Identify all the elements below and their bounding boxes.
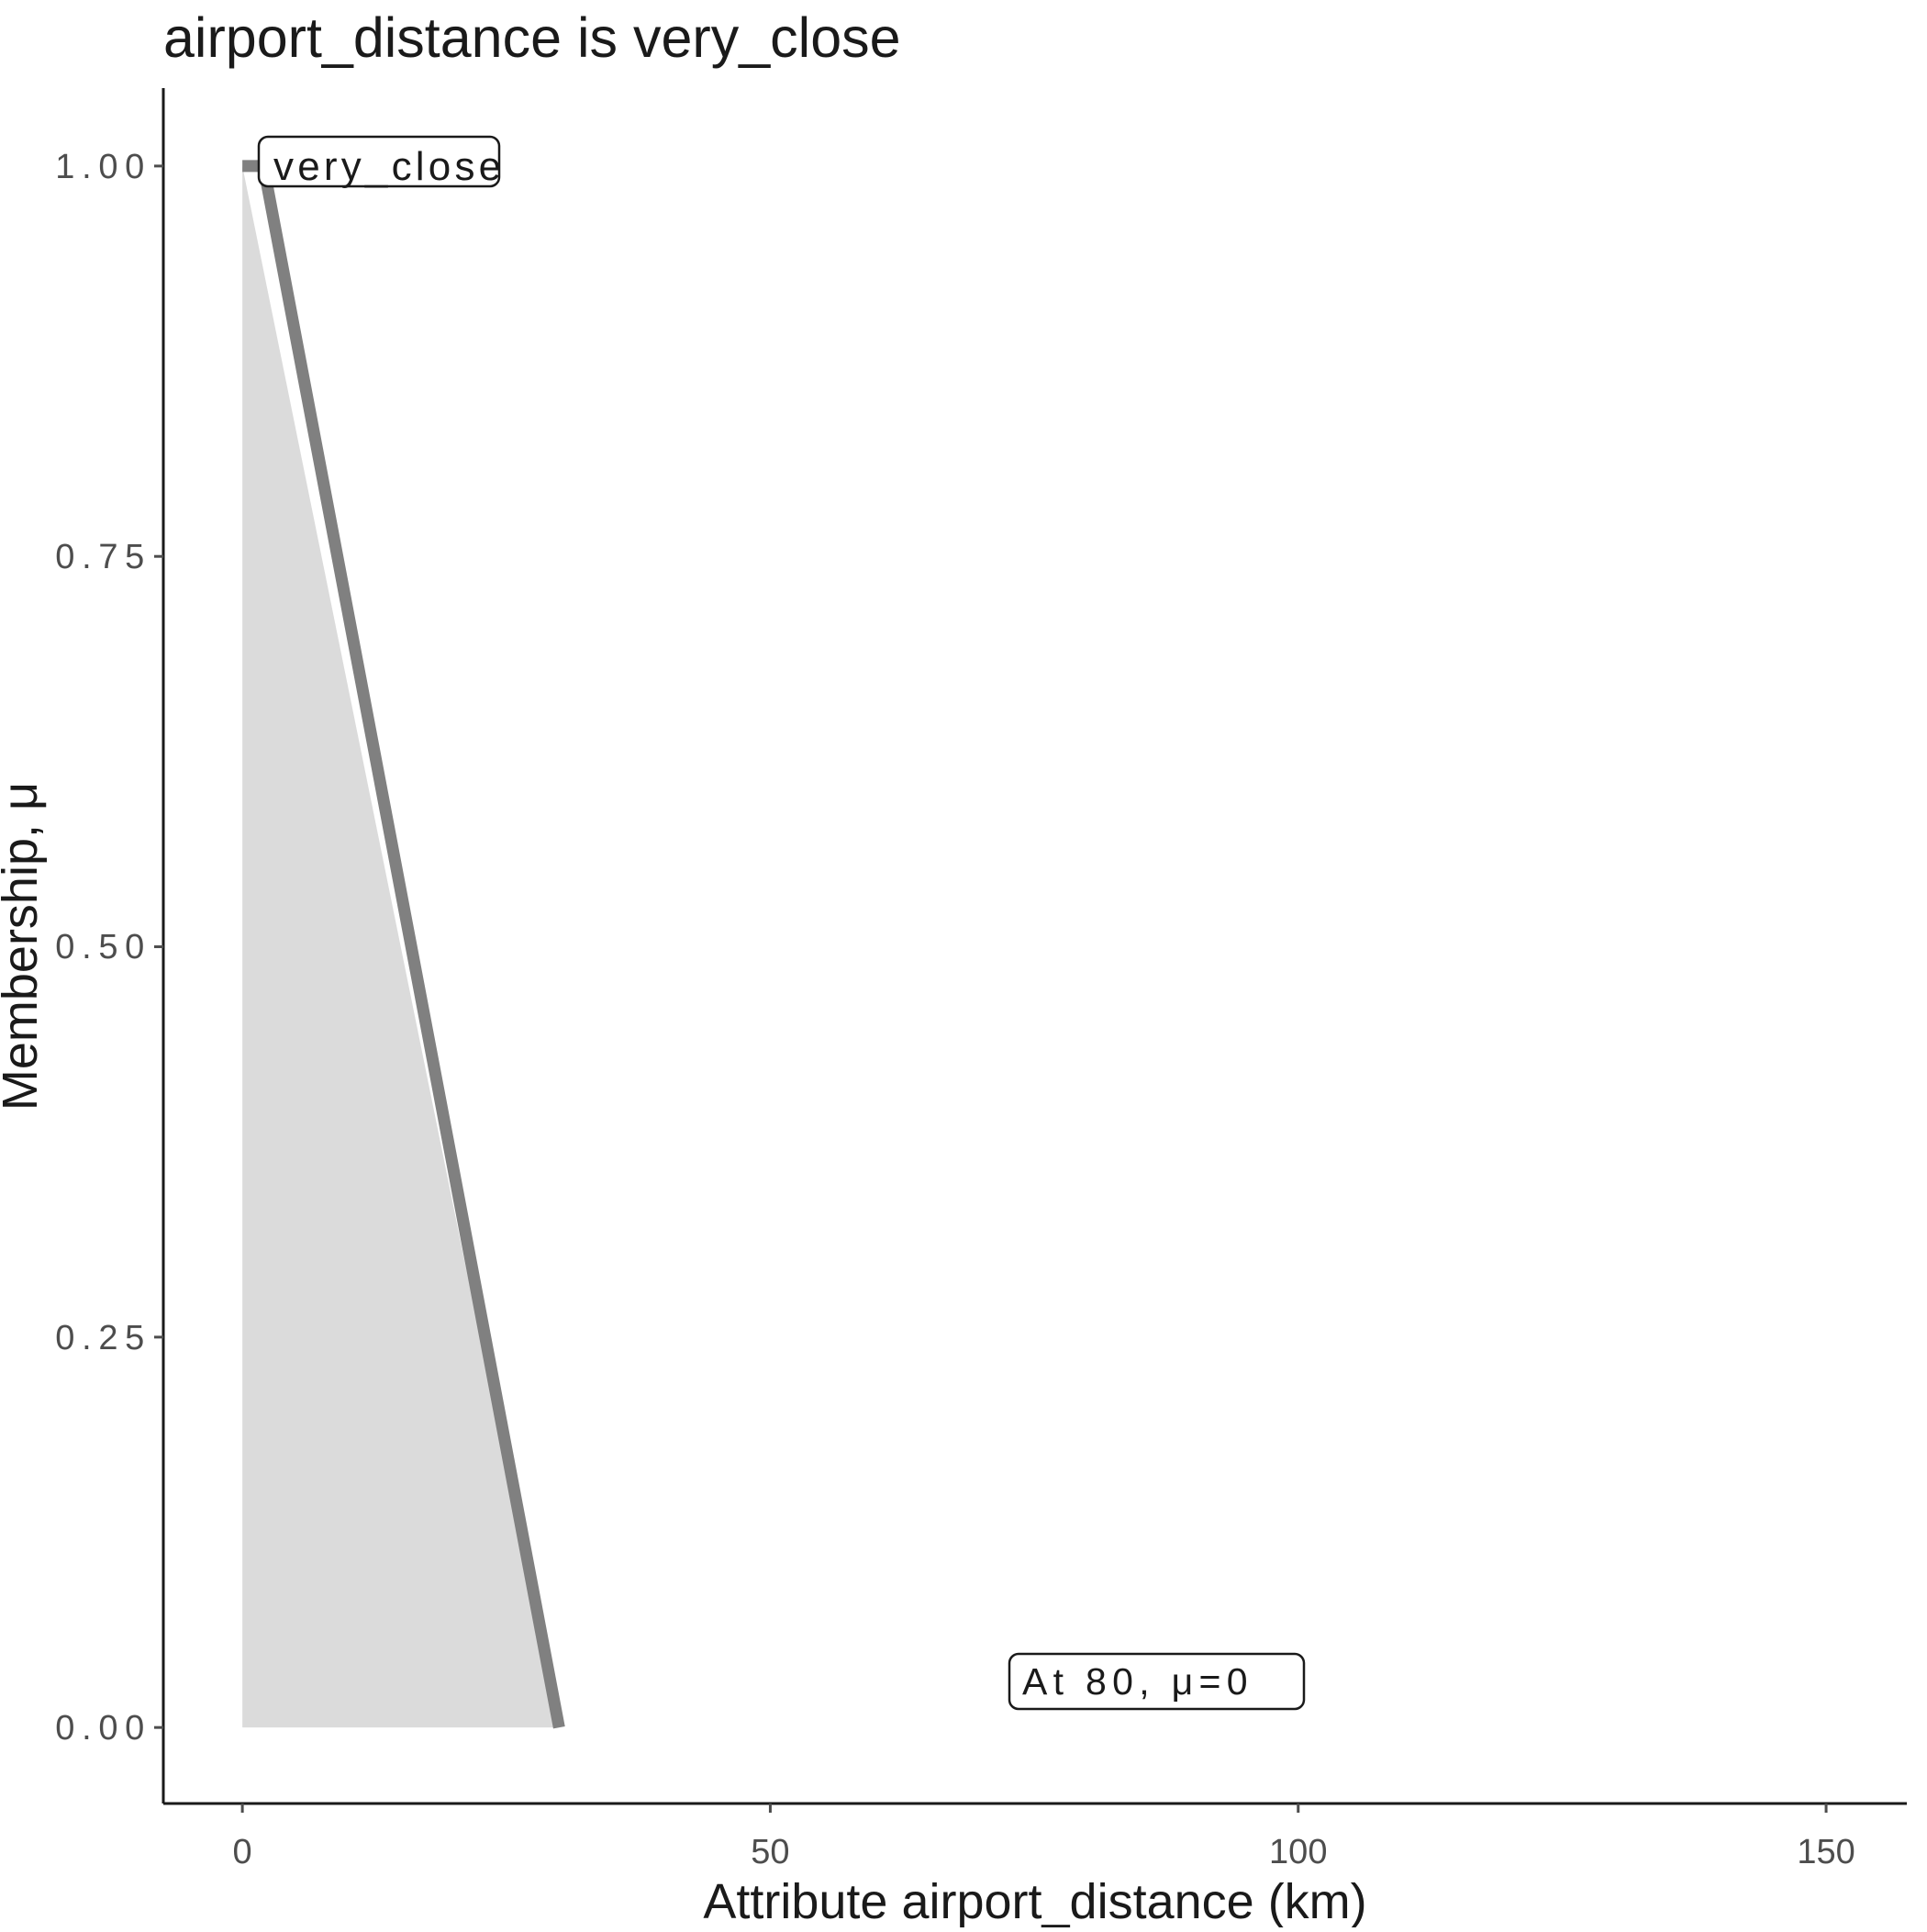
svg-text:100: 100 [1269, 1833, 1327, 1871]
svg-text:very_close: very_close [273, 144, 505, 189]
svg-text:0: 0 [233, 1833, 252, 1871]
svg-text:1.00: 1.00 [55, 148, 151, 186]
svg-text:Membership, μ: Membership, μ [0, 782, 48, 1111]
svg-text:50: 50 [751, 1833, 789, 1871]
svg-text:0.25: 0.25 [55, 1319, 151, 1357]
svg-text:0.50: 0.50 [55, 928, 151, 966]
svg-text:0.00: 0.00 [55, 1709, 151, 1748]
svg-text:0.75: 0.75 [55, 538, 151, 576]
svg-text:150: 150 [1797, 1833, 1855, 1871]
svg-text:airport_distance is very_close: airport_distance is very_close [163, 6, 901, 69]
svg-text:At 80, μ=0: At 80, μ=0 [1022, 1660, 1253, 1703]
svg-text:Attribute airport_distance (km: Attribute airport_distance (km) [703, 1874, 1366, 1927]
